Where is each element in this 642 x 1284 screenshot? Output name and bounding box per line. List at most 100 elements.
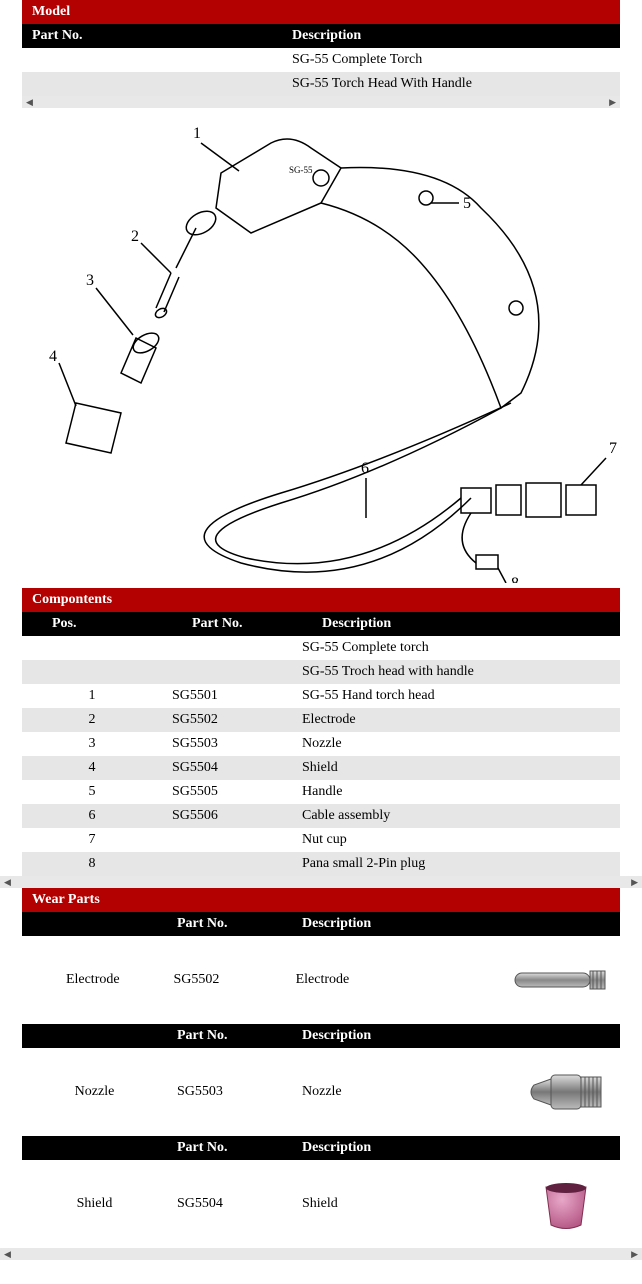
diagram-label-6: 6 bbox=[361, 460, 369, 477]
components-cell-part: SG5502 bbox=[162, 708, 292, 732]
components-cell-pos: 4 bbox=[22, 756, 162, 780]
wear-table-row: ShieldSG5504Shield bbox=[22, 1160, 620, 1248]
wear-parts-body: Part No.DescriptionElectrodeSG5502Electr… bbox=[22, 912, 620, 1248]
components-cell-pos: 7 bbox=[22, 828, 162, 852]
components-cell-pos: 6 bbox=[22, 804, 162, 828]
wear-column-header-row: Part No.Description bbox=[22, 1024, 620, 1048]
wear-cell-part: SG5503 bbox=[167, 1048, 292, 1136]
components-cell-part: SG5506 bbox=[162, 804, 292, 828]
components-header-part: Part No. bbox=[182, 612, 312, 636]
components-cell-part bbox=[162, 852, 292, 876]
diagram-label-4: 4 bbox=[49, 348, 57, 365]
components-cell-part bbox=[162, 636, 292, 660]
torch-diagram: 1 2 3 4 5 6 7 8 SG-55 bbox=[0, 108, 642, 588]
wear-header-img bbox=[512, 1024, 620, 1048]
components-cell-desc: Handle bbox=[292, 780, 620, 804]
wear-table-row: NozzleSG5503Nozzle bbox=[22, 1048, 620, 1136]
components-table-row: 5SG5505Handle bbox=[22, 780, 620, 804]
components-cell-pos: 3 bbox=[22, 732, 162, 756]
wear-cell-image bbox=[512, 1048, 620, 1136]
scroll-left-icon[interactable]: ◀ bbox=[4, 1249, 11, 1260]
model-scrollbar[interactable]: ◀ ▶ bbox=[22, 96, 620, 108]
wear-header-desc: Description bbox=[292, 1136, 512, 1160]
diagram-label-5: 5 bbox=[463, 195, 471, 212]
torch-diagram-svg: 1 2 3 4 5 6 7 8 SG-55 bbox=[21, 113, 621, 583]
wear-cell-image bbox=[500, 936, 620, 1024]
components-table-row: SG-55 Troch head with handle bbox=[22, 660, 620, 684]
scroll-left-icon[interactable]: ◀ bbox=[26, 97, 33, 108]
scroll-right-icon[interactable]: ▶ bbox=[631, 877, 638, 888]
components-header-desc: Description bbox=[312, 612, 620, 636]
components-cell-desc: Electrode bbox=[292, 708, 620, 732]
components-cell-desc: Cable assembly bbox=[292, 804, 620, 828]
components-column-header-row: Pos. Part No. Description bbox=[22, 612, 620, 636]
components-scrollbar[interactable]: ◀ ▶ bbox=[0, 876, 642, 888]
model-section-header: Model bbox=[22, 0, 620, 24]
components-table-row: 3SG5503Nozzle bbox=[22, 732, 620, 756]
components-cell-part: SG5505 bbox=[162, 780, 292, 804]
components-cell-part: SG5504 bbox=[162, 756, 292, 780]
components-table-row: 6SG5506Cable assembly bbox=[22, 804, 620, 828]
components-section-header: Compontents bbox=[22, 588, 620, 612]
scroll-right-icon[interactable]: ▶ bbox=[631, 1249, 638, 1260]
components-table-row: 7Nut cup bbox=[22, 828, 620, 852]
model-cell-desc: SG-55 Torch Head With Handle bbox=[282, 72, 620, 96]
scroll-left-icon[interactable]: ◀ bbox=[4, 877, 11, 888]
components-cell-part: SG5501 bbox=[162, 684, 292, 708]
model-cell-part bbox=[22, 72, 282, 96]
model-cell-part bbox=[22, 48, 282, 72]
components-cell-desc: SG-55 Troch head with handle bbox=[292, 660, 620, 684]
components-cell-pos: 1 bbox=[22, 684, 162, 708]
wear-header-blank bbox=[22, 912, 167, 936]
components-cell-desc: Pana small 2-Pin plug bbox=[292, 852, 620, 876]
model-table-body: SG-55 Complete TorchSG-55 Torch Head Wit… bbox=[22, 48, 620, 96]
wear-column-header-row: Part No.Description bbox=[22, 912, 620, 936]
components-table-row: 4SG5504Shield bbox=[22, 756, 620, 780]
wear-cell-desc: Shield bbox=[292, 1160, 512, 1248]
components-cell-desc: SG-55 Complete torch bbox=[292, 636, 620, 660]
components-cell-part bbox=[162, 828, 292, 852]
wear-cell-desc: Nozzle bbox=[292, 1048, 512, 1136]
wear-header-img bbox=[512, 1136, 620, 1160]
components-header-pos: Pos. bbox=[22, 612, 182, 636]
components-table-row: 2SG5502Electrode bbox=[22, 708, 620, 732]
wear-cell-part: SG5504 bbox=[167, 1160, 292, 1248]
components-cell-desc: SG-55 Hand torch head bbox=[292, 684, 620, 708]
wear-header-blank bbox=[22, 1136, 167, 1160]
wear-cell-name: Nozzle bbox=[22, 1048, 167, 1136]
wear-cell-name: Shield bbox=[22, 1160, 167, 1248]
model-table-row: SG-55 Complete Torch bbox=[22, 48, 620, 72]
wear-table-row: ElectrodeSG5502Electrode bbox=[22, 936, 620, 1024]
wear-cell-desc: Electrode bbox=[286, 936, 500, 1024]
components-table-row: 8Pana small 2-Pin plug bbox=[22, 852, 620, 876]
wear-parts-section-header: Wear Parts bbox=[22, 888, 620, 912]
model-column-header-row: Part No. Description bbox=[22, 24, 620, 48]
components-cell-desc: Nozzle bbox=[292, 732, 620, 756]
svg-text:SG-55: SG-55 bbox=[289, 165, 313, 175]
model-header-desc: Description bbox=[282, 24, 620, 48]
diagram-label-2: 2 bbox=[131, 228, 139, 245]
components-table-row: SG-55 Complete torch bbox=[22, 636, 620, 660]
components-table-row: 1SG5501SG-55 Hand torch head bbox=[22, 684, 620, 708]
diagram-label-7: 7 bbox=[609, 440, 617, 457]
wear-header-part: Part No. bbox=[167, 1136, 292, 1160]
components-cell-pos: 2 bbox=[22, 708, 162, 732]
components-cell-part bbox=[162, 660, 292, 684]
components-cell-part: SG5503 bbox=[162, 732, 292, 756]
wear-header-desc: Description bbox=[292, 912, 512, 936]
model-cell-desc: SG-55 Complete Torch bbox=[282, 48, 620, 72]
components-cell-pos bbox=[22, 636, 162, 660]
diagram-label-8: 8 bbox=[511, 575, 519, 583]
diagram-label-3: 3 bbox=[86, 272, 94, 289]
wear-cell-part: SG5502 bbox=[164, 936, 286, 1024]
wear-header-blank bbox=[22, 1024, 167, 1048]
components-table-body: SG-55 Complete torchSG-55 Troch head wit… bbox=[22, 636, 620, 876]
wear-column-header-row: Part No.Description bbox=[22, 1136, 620, 1160]
scroll-right-icon[interactable]: ▶ bbox=[609, 97, 616, 108]
wear-header-part: Part No. bbox=[167, 912, 292, 936]
components-cell-pos bbox=[22, 660, 162, 684]
diagram-label-1: 1 bbox=[193, 125, 201, 142]
wear-parts-scrollbar[interactable]: ◀ ▶ bbox=[0, 1248, 642, 1260]
components-cell-pos: 5 bbox=[22, 780, 162, 804]
wear-header-desc: Description bbox=[292, 1024, 512, 1048]
